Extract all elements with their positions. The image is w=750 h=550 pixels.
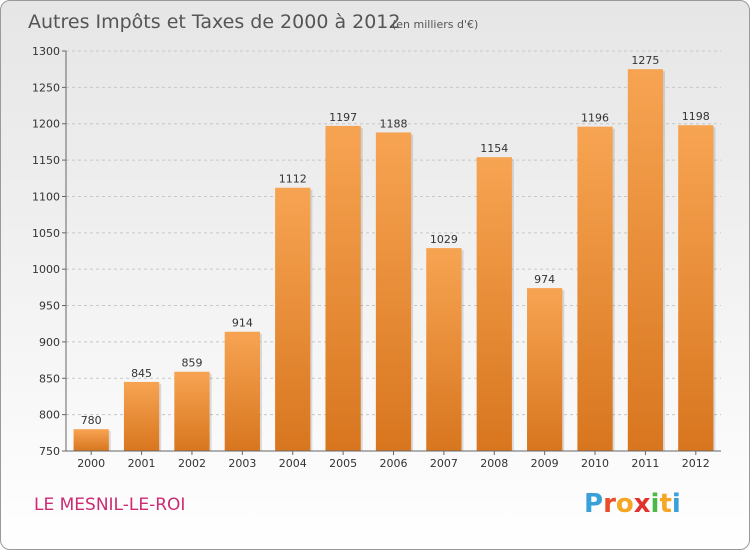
x-tick-label: 2004 xyxy=(279,457,307,470)
data-label: 1029 xyxy=(430,233,458,246)
data-label: 914 xyxy=(232,317,253,330)
data-label: 780 xyxy=(81,414,102,427)
y-tick-label: 800 xyxy=(39,409,60,422)
x-tick-label: 2005 xyxy=(329,457,357,470)
commune-name: LE MESNIL-LE-ROI xyxy=(34,495,186,515)
x-tick-label: 2006 xyxy=(380,457,408,470)
data-label: 1112 xyxy=(279,173,307,186)
bar xyxy=(73,429,109,451)
data-label: 1198 xyxy=(682,110,710,123)
x-tick-label: 2007 xyxy=(430,457,458,470)
x-tick-label: 2011 xyxy=(631,457,659,470)
bar xyxy=(678,125,714,451)
x-tick-label: 2002 xyxy=(178,457,206,470)
x-tick-label: 2010 xyxy=(581,457,609,470)
data-label: 1154 xyxy=(480,142,508,155)
x-tick-label: 2012 xyxy=(682,457,710,470)
bar xyxy=(174,371,210,451)
data-label: 1188 xyxy=(380,117,408,130)
x-tick-label: 2001 xyxy=(128,457,156,470)
x-tick-label: 2008 xyxy=(480,457,508,470)
y-tick-label: 750 xyxy=(39,445,60,458)
data-label: 974 xyxy=(534,273,555,286)
y-tick-label: 1050 xyxy=(32,227,60,240)
bar xyxy=(275,187,311,451)
chart-subtitle: (en milliers d'€) xyxy=(392,18,478,31)
y-tick-label: 850 xyxy=(39,372,60,385)
bar xyxy=(375,132,412,452)
data-label: 845 xyxy=(131,367,152,380)
y-tick-label: 1100 xyxy=(32,190,60,203)
y-tick-label: 1200 xyxy=(32,118,60,131)
bar xyxy=(224,331,260,451)
bar xyxy=(123,381,160,451)
data-label: 1275 xyxy=(631,54,659,67)
bar xyxy=(527,288,563,451)
x-tick-label: 2000 xyxy=(77,457,105,470)
proxiti-logo: Proxiti xyxy=(584,489,681,519)
y-tick-label: 1150 xyxy=(32,154,60,167)
data-label: 1196 xyxy=(581,112,609,125)
bar xyxy=(627,69,664,451)
data-label: 859 xyxy=(181,357,202,370)
bar xyxy=(577,126,613,452)
x-tick-label: 2003 xyxy=(228,457,256,470)
y-tick-label: 1000 xyxy=(32,263,60,276)
data-label: 1197 xyxy=(329,111,357,124)
bar xyxy=(325,125,361,451)
y-tick-label: 950 xyxy=(39,300,60,313)
y-tick-label: 1250 xyxy=(32,81,60,94)
bar xyxy=(476,157,512,451)
x-tick-label: 2009 xyxy=(531,457,559,470)
chart-title: Autres Impôts et Taxes de 2000 à 2012 xyxy=(28,11,401,33)
y-tick-label: 1300 xyxy=(32,45,60,58)
bar xyxy=(426,248,462,451)
y-tick-label: 900 xyxy=(39,336,60,349)
